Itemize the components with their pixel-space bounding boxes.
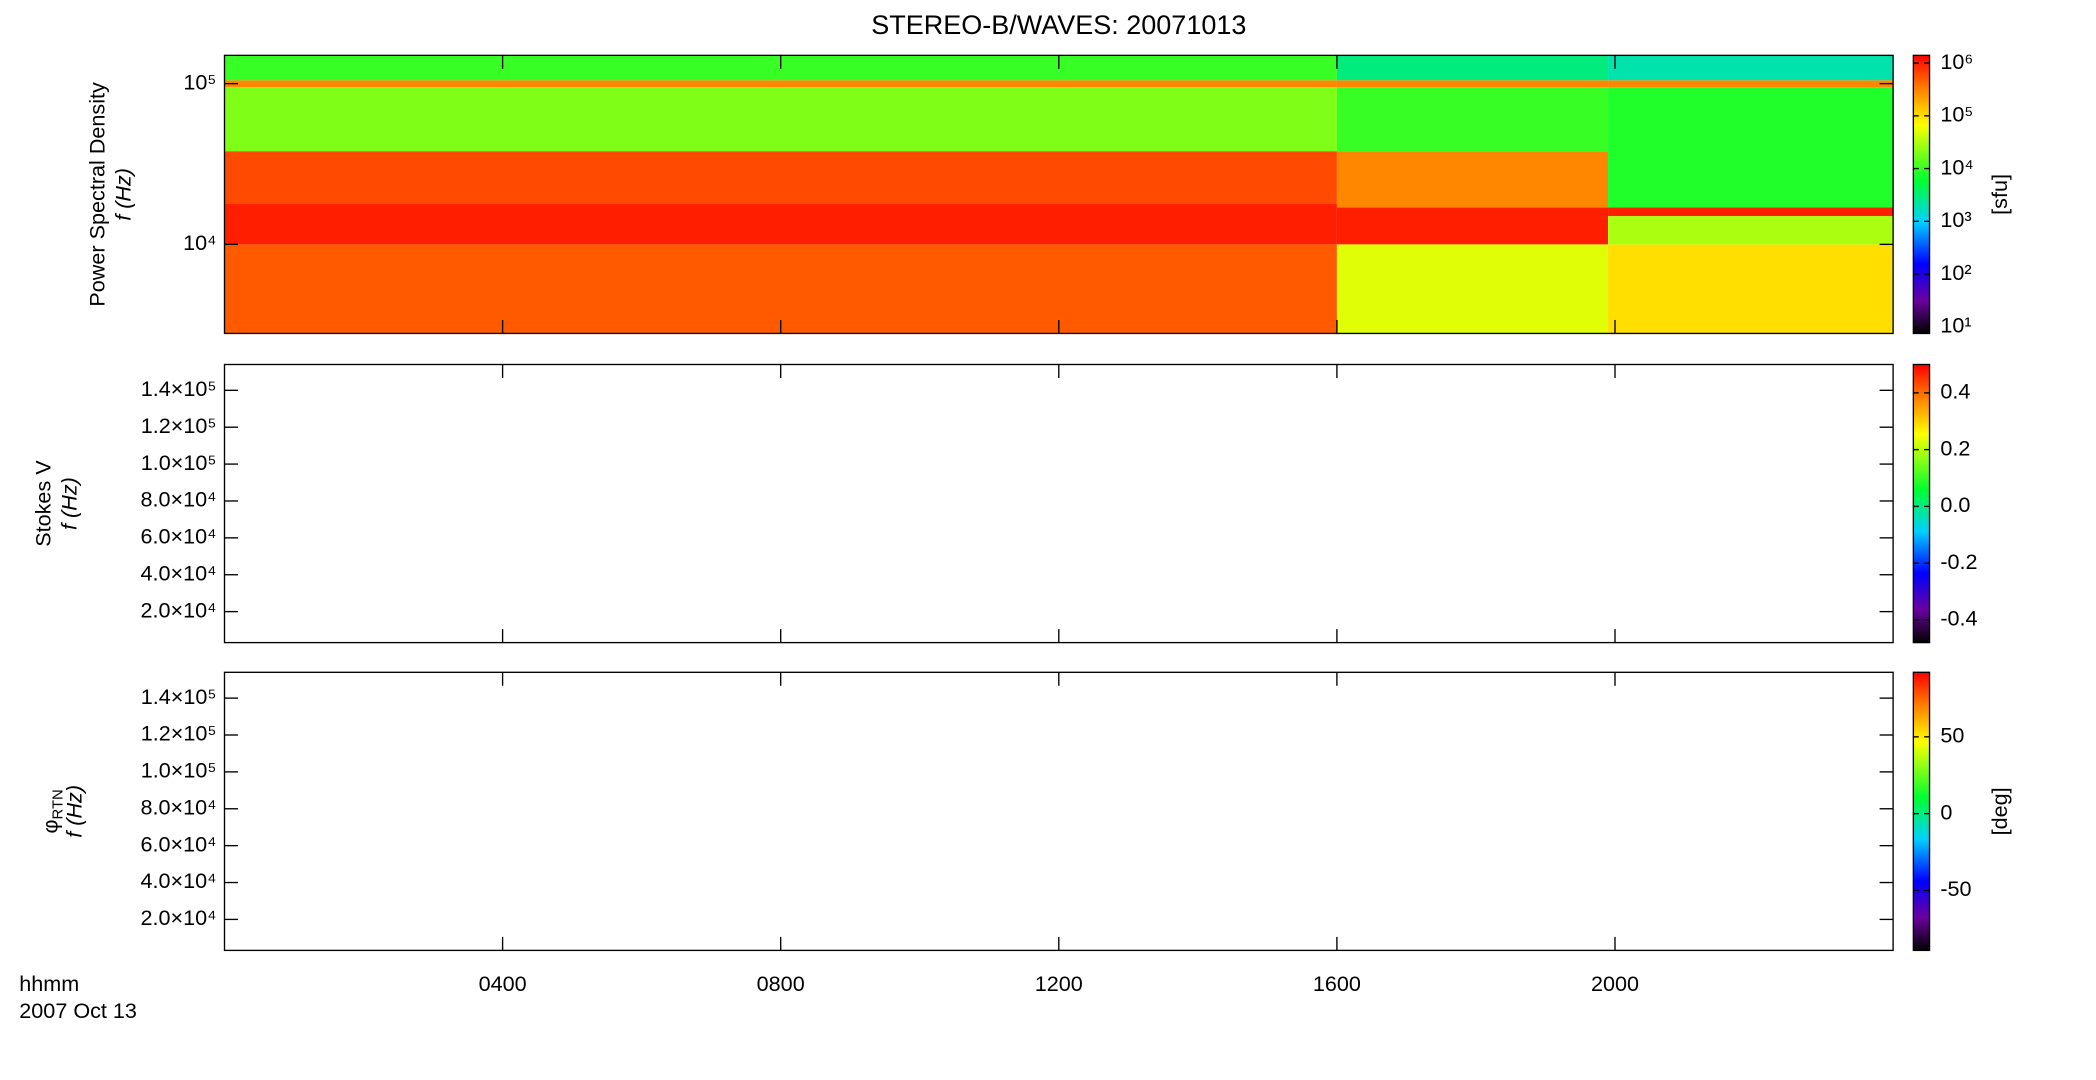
colorbar-tick-label: 10⁴	[1940, 154, 1973, 179]
y-axis-label-2: f (Hz)	[62, 785, 87, 838]
heatmap-cell	[1336, 87, 1609, 152]
heatmap-cell	[1336, 207, 1609, 245]
x-tick-label: 1600	[1313, 971, 1361, 996]
y-tick-label: 1.2×10⁵	[141, 721, 217, 746]
colorbar	[1912, 54, 1931, 335]
heatmap-cell	[1336, 244, 1609, 334]
y-tick-label: 1.0×10⁵	[141, 450, 217, 475]
heatmap-cell	[1336, 151, 1609, 208]
colorbar-tick-label: 10³	[1940, 207, 1971, 232]
y-tick-label: 1.4×10⁵	[141, 684, 217, 709]
y-tick-label: 6.0×10⁴	[140, 831, 216, 856]
heatmap-cell	[1608, 80, 1894, 88]
x-tick-label: 2000	[1591, 971, 1639, 996]
heatmap-cell	[1608, 55, 1894, 81]
plot-frame	[223, 363, 1894, 644]
y-axis-label-2: f (Hz)	[56, 477, 81, 530]
y-tick-label: 10⁵	[183, 69, 216, 94]
colorbar	[1912, 363, 1931, 644]
colorbar-tick-label: 10¹	[1940, 313, 1971, 338]
heatmap-cell	[224, 203, 1337, 245]
x-tick-label: 0400	[479, 971, 527, 996]
y-tick-label: 1.0×10⁵	[141, 758, 217, 783]
heatmap-cell	[1336, 55, 1609, 81]
colorbar-tick-label: 10⁵	[1940, 102, 1973, 127]
y-axis-label-2: f (Hz)	[110, 168, 135, 221]
colorbar-label: [sfu]	[1987, 174, 2012, 215]
y-tick-label: 2.0×10⁴	[140, 597, 216, 622]
date-label: 2007 Oct 13	[19, 998, 137, 1023]
y-tick-label: 1.2×10⁵	[141, 413, 217, 438]
heatmap-cell	[1608, 244, 1894, 334]
y-axis-label-sub: RTN	[50, 789, 66, 819]
title: STEREO-B/WAVES: 20071013	[871, 10, 1246, 40]
x-axis-label: hhmm	[19, 971, 79, 996]
colorbar-tick-label: 10⁶	[1940, 49, 1973, 74]
colorbar-tick-label: 0.0	[1940, 492, 1970, 517]
y-tick-label: 4.0×10⁴	[140, 560, 216, 585]
colorbar-tick-label: 0.4	[1940, 379, 1970, 404]
y-tick-label: 6.0×10⁴	[140, 524, 216, 549]
heatmap-cell	[1608, 207, 1894, 217]
y-tick-label: 10⁴	[183, 230, 216, 255]
heatmap-cell	[1336, 80, 1609, 88]
plot-frame	[223, 671, 1894, 952]
heatmap-cell	[224, 87, 1337, 152]
y-axis-label: Stokes V	[31, 460, 56, 547]
colorbar-tick-label: 50	[1940, 723, 1964, 748]
colorbar-tick-label: 0.2	[1940, 435, 1970, 460]
colorbar-tick-label: -0.4	[1940, 606, 1977, 631]
x-tick-label: 1200	[1035, 971, 1083, 996]
heatmap-cell	[224, 151, 1337, 204]
heatmap-cell	[1608, 87, 1894, 208]
colorbar	[1912, 671, 1931, 952]
y-axis-label: Power Spectral Density	[85, 82, 110, 307]
colorbar-tick-label: 0	[1940, 799, 1952, 824]
y-tick-label: 2.0×10⁴	[140, 905, 216, 930]
y-tick-label: 8.0×10⁴	[140, 794, 216, 819]
heatmap-cell	[1608, 216, 1894, 245]
y-tick-label: 8.0×10⁴	[140, 487, 216, 512]
y-tick-label: 1.4×10⁵	[141, 376, 217, 401]
colorbar-tick-label: -50	[1940, 876, 1971, 901]
colorbar-label: [deg]	[1987, 787, 2012, 835]
colorbar-tick-label: 10²	[1940, 260, 1971, 285]
heatmap-cell	[224, 244, 1337, 334]
heatmap-cell	[224, 80, 1337, 88]
colorbar-tick-label: -0.2	[1940, 549, 1977, 574]
x-tick-label: 0800	[757, 971, 805, 996]
y-tick-label: 4.0×10⁴	[140, 868, 216, 893]
